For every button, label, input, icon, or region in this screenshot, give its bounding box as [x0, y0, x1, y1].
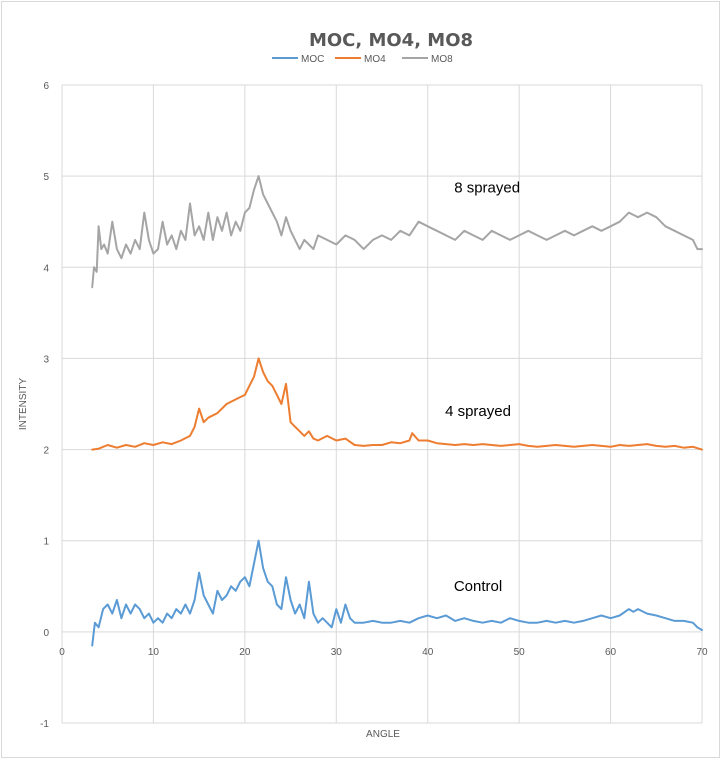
- gridlines: [61, 84, 703, 724]
- annotations: 8 sprayed 4 sprayed Control: [445, 180, 520, 595]
- y-tick-label: 1: [43, 537, 49, 548]
- y-axis-title: INTENSITY: [18, 378, 29, 431]
- annotation-label: 8 sprayed: [454, 180, 520, 197]
- series-lines: [91, 175, 703, 647]
- series-line-mo4: [91, 357, 703, 451]
- y-tick-label: 3: [43, 354, 49, 365]
- x-tick-label: 10: [148, 647, 160, 658]
- x-tick-label: 60: [605, 647, 617, 658]
- x-tick-label: 20: [239, 647, 251, 658]
- y-tick-label: -1: [40, 719, 49, 730]
- legend-label: MO8: [431, 54, 453, 65]
- y-tick-label: 0: [43, 628, 49, 639]
- x-tick-label: 70: [696, 647, 708, 658]
- series-line-moc: [91, 539, 703, 647]
- annotation-label: Control: [454, 578, 502, 595]
- x-tick-label: 30: [331, 647, 343, 658]
- legend: MOC MO4 MO8: [272, 54, 453, 65]
- x-tick-label: 0: [59, 647, 65, 658]
- legend-label: MOC: [301, 54, 324, 65]
- y-tick-label: 4: [43, 263, 49, 274]
- legend-item-mo4: MO4: [335, 54, 386, 65]
- chart-title: MOC, MO4, MO8: [309, 30, 473, 51]
- y-tick-label: 6: [43, 81, 49, 92]
- x-axis-title: ANGLE: [366, 729, 400, 740]
- legend-item-moc: MOC: [272, 54, 324, 65]
- series-line-mo8: [91, 175, 703, 289]
- y-tick-label: 2: [43, 446, 49, 457]
- x-tick-label: 50: [514, 647, 526, 658]
- legend-label: MO4: [364, 54, 386, 65]
- y-tick-label: 5: [43, 172, 49, 183]
- annotation-label: 4 sprayed: [445, 403, 511, 420]
- x-tick-label: 40: [422, 647, 434, 658]
- legend-item-mo8: MO8: [402, 54, 453, 65]
